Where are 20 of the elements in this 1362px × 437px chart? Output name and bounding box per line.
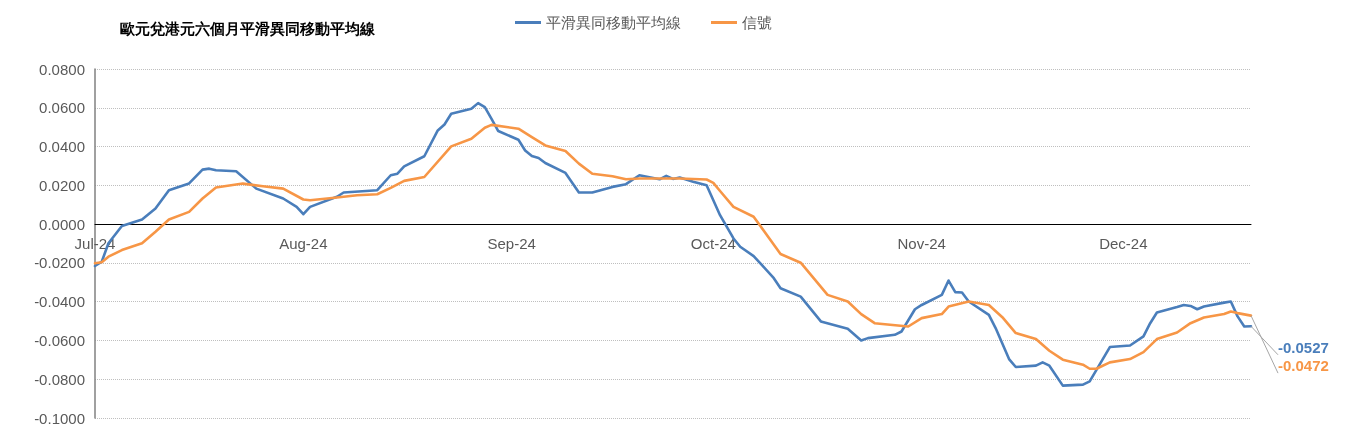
x-tick-label: Oct-24 — [690, 235, 736, 253]
y-tick-label: 0.0600 — [39, 99, 85, 117]
y-tick-label: 0.0200 — [39, 176, 85, 194]
y-tick-label: 0.0800 — [39, 60, 85, 78]
y-tick-label: -0.0800 — [34, 370, 85, 388]
y-tick-label: -0.1000 — [34, 409, 85, 427]
y-tick-label: 0.0400 — [39, 138, 85, 156]
data-label: -0.0527 — [1278, 338, 1329, 356]
x-tick-label: Dec-24 — [1099, 235, 1148, 253]
x-tick-label: Aug-24 — [279, 235, 328, 253]
x-tick-label: Sep-24 — [487, 235, 536, 253]
y-tick-label: -0.0200 — [34, 254, 85, 272]
y-tick-label: 0.0000 — [39, 215, 85, 233]
legend-label: 平滑異同移動平均線 — [546, 14, 681, 31]
x-tick-label: Nov-24 — [897, 235, 946, 253]
chart-title: 歐元兌港元六個月平滑異同移動平均線 — [120, 20, 376, 37]
data-label: -0.0472 — [1278, 357, 1329, 375]
legend-label: 信號 — [742, 14, 772, 31]
y-tick-label: -0.0400 — [34, 293, 85, 311]
y-tick-label: -0.0600 — [34, 331, 85, 349]
